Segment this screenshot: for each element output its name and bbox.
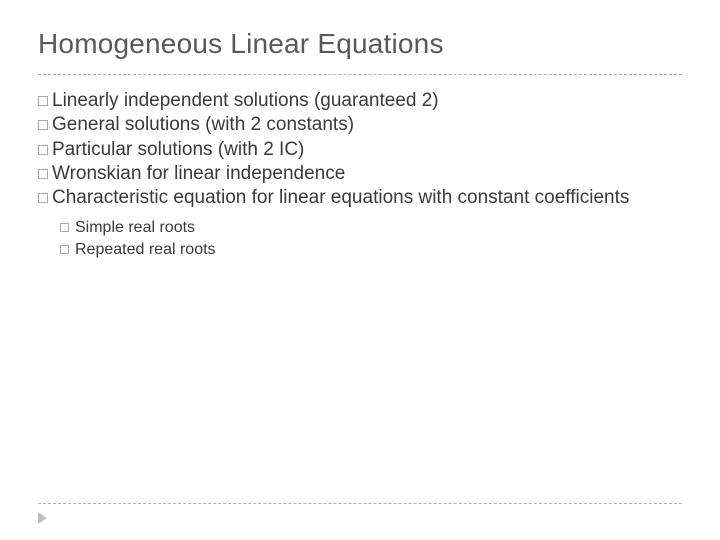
square-bullet-icon: [38, 96, 48, 106]
slide-title: Homogeneous Linear Equations: [38, 28, 682, 60]
list-item: Simple real roots: [60, 217, 682, 239]
bullet-text: Characteristic equation for linear equat…: [52, 187, 629, 208]
bullet-text: Linearly independent solutions (guarante…: [52, 90, 439, 111]
bullet-text: Wronskian for linear independence: [52, 163, 345, 184]
bullet-text: Particular solutions (with 2 IC): [52, 139, 304, 160]
title-divider: [38, 74, 682, 75]
main-bullet-list: Linearly independent solutions (guarante…: [38, 89, 682, 211]
square-bullet-icon: [60, 223, 69, 232]
list-item: Characteristic equation for linear equat…: [38, 186, 682, 210]
play-arrow-icon: [38, 512, 47, 524]
list-item: Repeated real roots: [60, 239, 682, 261]
list-item: Particular solutions (with 2 IC): [38, 138, 682, 162]
footer-divider: [38, 503, 682, 504]
square-bullet-icon: [38, 169, 48, 179]
sub-bullet-text: Repeated real roots: [75, 241, 216, 258]
list-item: General solutions (with 2 constants): [38, 113, 682, 137]
square-bullet-icon: [38, 145, 48, 155]
list-item: Linearly independent solutions (guarante…: [38, 89, 682, 113]
sub-bullet-list: Simple real roots Repeated real roots: [60, 217, 682, 262]
square-bullet-icon: [38, 120, 48, 130]
slide: Homogeneous Linear Equations Linearly in…: [0, 0, 720, 540]
square-bullet-icon: [38, 193, 48, 203]
list-item: Wronskian for linear independence: [38, 162, 682, 186]
sub-bullet-text: Simple real roots: [75, 219, 195, 236]
square-bullet-icon: [60, 245, 69, 254]
bullet-text: General solutions (with 2 constants): [52, 114, 354, 135]
